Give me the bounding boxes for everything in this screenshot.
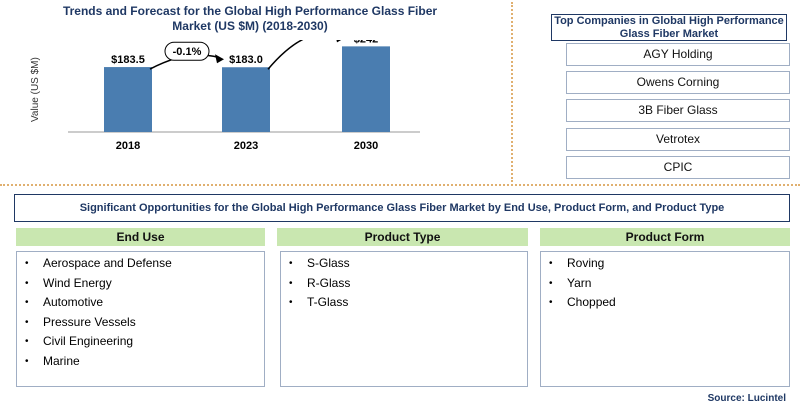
list-item: Marine — [17, 352, 264, 372]
list-item: Chopped — [541, 293, 789, 313]
product-form-list: Roving Yarn Chopped — [540, 251, 790, 387]
list-item: T-Glass — [281, 293, 527, 313]
x-tick-label: 2023 — [234, 140, 258, 152]
list-item: Pressure Vessels — [17, 313, 264, 333]
x-tick-label: 2030 — [354, 140, 378, 152]
horizontal-divider — [0, 184, 800, 186]
list-item: Yarn — [541, 274, 789, 294]
company-item: AGY Holding — [566, 43, 790, 66]
growth-bubble — [164, 41, 210, 61]
list-item: R-Glass — [281, 274, 527, 294]
product-type-header: Product Type — [277, 228, 528, 246]
vertical-divider — [511, 2, 513, 182]
source-note: Source: Lucintel — [707, 393, 786, 404]
bar — [222, 67, 270, 132]
list-item: Wind Energy — [17, 274, 264, 294]
company-item: 3B Fiber Glass — [566, 99, 790, 122]
chart-title: Trends and Forecast for the Global High … — [62, 4, 438, 33]
bar-value-label: $242 — [354, 40, 378, 45]
list-item: Civil Engineering — [17, 332, 264, 352]
list-item: Automotive — [17, 293, 264, 313]
list-item: Aerospace and Defense — [17, 254, 264, 274]
list-item: Roving — [541, 254, 789, 274]
end-use-list: Aerospace and Defense Wind Energy Automo… — [16, 251, 265, 387]
x-tick-label: 2018 — [116, 140, 140, 152]
bar — [104, 67, 152, 132]
opportunities-title: Significant Opportunities for the Global… — [14, 194, 790, 222]
growth-arrowhead — [336, 40, 342, 43]
growth-label: -0.1% — [173, 46, 202, 58]
list-item: S-Glass — [281, 254, 527, 274]
growth-arrow — [267, 40, 304, 70]
companies-title: Top Companies in Global High Performance… — [551, 14, 787, 41]
company-item: CPIC — [566, 156, 790, 179]
product-type-list: S-Glass R-Glass T-Glass — [280, 251, 528, 387]
bar — [342, 46, 390, 132]
bar-value-label: $183.5 — [111, 54, 145, 66]
company-item: Owens Corning — [566, 71, 790, 94]
end-use-header: End Use — [16, 228, 265, 246]
growth-arrowhead — [215, 54, 224, 64]
company-item: Vetrotex — [566, 128, 790, 151]
product-form-header: Product Form — [540, 228, 790, 246]
bar-value-label: $183.0 — [229, 54, 263, 66]
